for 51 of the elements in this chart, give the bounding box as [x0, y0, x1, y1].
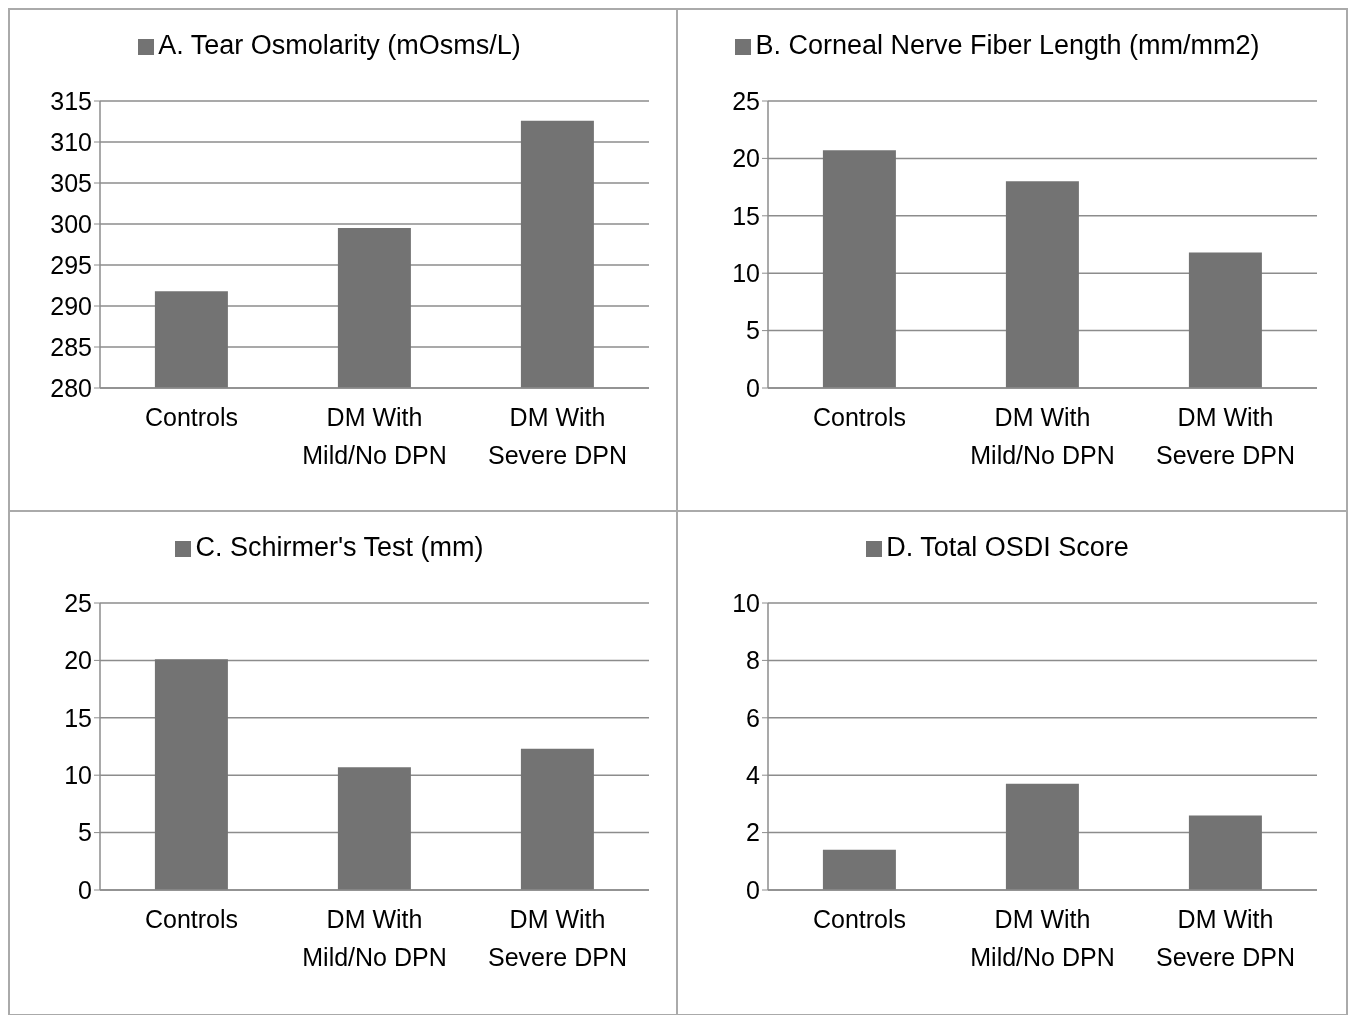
y-tick-label: 290	[50, 291, 92, 320]
y-tick-label: 10	[64, 761, 92, 790]
x-tick-label: DM With Severe DPN	[1156, 905, 1295, 971]
y-tick-label: 6	[746, 703, 760, 732]
y-tick-label: 25	[64, 588, 92, 617]
x-tick-label: Controls	[812, 905, 907, 933]
y-tick-label: 4	[746, 761, 761, 790]
x-tick-label: Controls	[812, 403, 907, 431]
legend-label: A. Tear Osmolarity (mOsms/L)	[158, 30, 521, 60]
y-tick-label: 20	[64, 646, 92, 675]
y-tick-label: 305	[50, 168, 92, 197]
y-tick-label: 0	[746, 875, 760, 904]
bar	[822, 849, 896, 890]
y-tick-label: 15	[732, 201, 760, 230]
y-tick-label: 5	[78, 818, 92, 847]
x-tick-label: DM With Mild/No DPN	[302, 403, 447, 469]
legend-label: C. Schirmer's Test (mm)	[195, 532, 484, 562]
legend-label: B. Corneal Nerve Fiber Length (mm/mm2)	[755, 30, 1260, 60]
y-tick-label: 5	[746, 316, 760, 345]
y-tick-label: 0	[78, 875, 92, 904]
x-tick-label: Controls	[144, 403, 239, 431]
y-tick-label: 15	[64, 703, 92, 732]
y-tick-label: 20	[732, 144, 760, 173]
x-tick-label: DM With Severe DPN	[488, 905, 627, 971]
y-tick-label: 300	[50, 209, 92, 238]
y-tick-label: 0	[746, 373, 760, 402]
y-tick-label: 285	[50, 332, 92, 361]
x-tick-label: DM With Mild/No DPN	[970, 905, 1115, 971]
x-tick-label: DM With Severe DPN	[1156, 403, 1295, 469]
y-tick-label: 280	[50, 373, 92, 402]
x-tick-label: Controls	[144, 905, 239, 933]
bar	[1005, 181, 1079, 388]
bar	[1188, 815, 1262, 890]
y-tick-label: 10	[732, 259, 760, 288]
legend-label: D. Total OSDI Score	[886, 532, 1129, 562]
x-tick-label: DM With Severe DPN	[488, 403, 627, 469]
x-tick-label: DM With Mild/No DPN	[302, 905, 447, 971]
y-tick-label: 25	[732, 86, 760, 115]
bar	[1005, 783, 1079, 890]
bar	[822, 150, 896, 388]
y-tick-label: 2	[746, 818, 760, 847]
y-tick-label: 310	[50, 127, 92, 156]
bar	[337, 767, 411, 890]
bar	[154, 659, 228, 890]
bar	[1188, 252, 1262, 388]
y-tick-label: 10	[732, 588, 760, 617]
y-tick-label: 8	[746, 646, 760, 675]
y-tick-label: 295	[50, 250, 92, 279]
bar	[520, 748, 594, 890]
y-tick-label: 315	[50, 86, 92, 115]
x-tick-label: DM With Mild/No DPN	[970, 403, 1115, 469]
